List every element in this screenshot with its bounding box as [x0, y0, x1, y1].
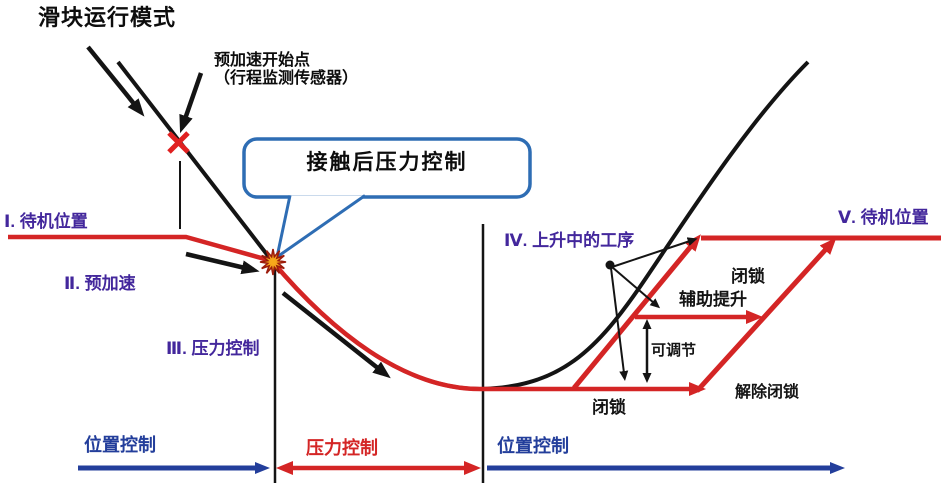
annotation-pointer-arrow	[179, 72, 204, 134]
phase-2-preaccel-label: Ⅱ. 预加速	[64, 274, 136, 293]
process-arrow-lock	[611, 237, 698, 268]
preaccel-start-annotation: 预加速开始点 （行程监测传感器）	[214, 52, 358, 87]
lock-top-label: 闭锁	[731, 267, 765, 286]
preaccel-pointer-arrow	[185, 251, 260, 275]
red-x-marker-icon	[167, 131, 190, 154]
pressure-descent-arrow	[281, 291, 391, 379]
position-control-right-label: 位置控制	[497, 436, 569, 456]
position-control-left-label: 位置控制	[84, 435, 156, 455]
preaccel-annotation-line1: 预加速开始点	[214, 52, 311, 69]
phase-1-standby-label: Ⅰ. 待机位置	[4, 212, 88, 231]
preaccel-annotation-line2: （行程监测传感器）	[214, 69, 359, 87]
phase-4-rising-label: Ⅳ. 上升中的工序	[504, 231, 635, 250]
lock-bottom-label: 闭锁	[592, 398, 626, 417]
controlled-motion-path	[8, 234, 706, 396]
adjustable-label: 可调节	[651, 342, 697, 359]
starburst-icon	[259, 248, 287, 276]
phase-3-pressure-label: Ⅲ. 压力控制	[166, 339, 260, 358]
process-arrow-bottom	[610, 267, 629, 381]
process-arrow-assist	[611, 266, 661, 309]
title-pointer-arrow	[86, 45, 145, 117]
callout-label: 接触后压力控制	[306, 151, 468, 174]
unlock-label: 解除闭锁	[735, 384, 800, 401]
pressure-control-label: 压力控制	[306, 438, 378, 458]
callout-balloon	[242, 137, 532, 199]
callout-tail	[274, 194, 366, 261]
diagram-title: 滑块运行模式	[38, 5, 177, 30]
phase-5-standby-label: Ⅴ. 待机位置	[838, 208, 929, 227]
assist-lift-label: 辅助提升	[679, 290, 747, 309]
lock-rise-diagonal	[572, 234, 701, 390]
